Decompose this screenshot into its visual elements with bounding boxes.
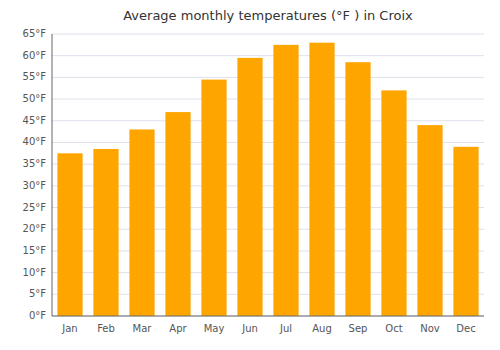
grid <box>52 34 484 316</box>
bar <box>417 125 442 316</box>
bar <box>201 80 226 316</box>
bar <box>129 129 154 316</box>
x-tick-label: Sep <box>349 323 368 334</box>
y-tick-label: 20°F <box>23 223 47 234</box>
chart: 0°F 5°F 10°F 15°F 20°F 25°F 30°F 35°F 40°F 45°F 50… <box>0 0 500 350</box>
bars <box>57 43 478 316</box>
x-tick-label: Mar <box>133 323 153 334</box>
x-tick-label: Jan <box>61 323 77 334</box>
bar <box>345 62 370 316</box>
bar <box>453 147 478 316</box>
grid-line <box>52 55 484 56</box>
x-tick-label: Apr <box>169 323 187 334</box>
grid-line <box>52 99 484 100</box>
y-tick-label: 35°F <box>23 158 47 169</box>
grid-line <box>52 316 484 317</box>
y-tick-label: 15°F <box>23 245 47 256</box>
bar <box>273 45 298 316</box>
y-tick-label: 45°F <box>23 115 47 126</box>
bar <box>165 112 190 316</box>
x-tick-label: May <box>204 323 225 334</box>
x-tick-label: Jul <box>279 323 292 334</box>
y-tick-label: 10°F <box>23 267 47 278</box>
x-tick-label: Oct <box>385 323 402 334</box>
grid-line <box>52 120 484 121</box>
y-axis-line <box>52 34 53 316</box>
y-tick-label: 5°F <box>29 288 46 299</box>
y-tick-label: 40°F <box>23 136 47 147</box>
chart-container: 0°F 5°F 10°F 15°F 20°F 25°F 30°F 35°F 40°F 45°F 50… <box>0 0 500 350</box>
x-tick-label: Aug <box>312 323 332 334</box>
y-tick-label: 55°F <box>23 71 47 82</box>
title: Average monthly temperatures (°F ) in Cr… <box>123 8 413 23</box>
bar <box>93 149 118 316</box>
bar <box>57 153 82 316</box>
grid-line <box>52 34 484 35</box>
y-tick-label: 25°F <box>23 202 47 213</box>
y-tick-label: 50°F <box>23 93 47 104</box>
bar <box>309 43 334 316</box>
y-tick-label: 0°F <box>29 310 46 321</box>
x-axis: Jan Feb Mar Apr May Jun Jul Aug Sep Oct Nov Dec <box>61 323 475 334</box>
x-tick-label: Dec <box>456 323 475 334</box>
y-tick-label: 65°F <box>23 28 47 39</box>
y-axis: 0°F 5°F 10°F 15°F 20°F 25°F 30°F 35°F 40°F 45°F 50… <box>23 28 47 321</box>
x-tick-label: Jun <box>241 323 258 334</box>
y-tick-label: 60°F <box>23 50 47 61</box>
bar <box>237 58 262 316</box>
x-axis-line <box>52 316 484 317</box>
y-tick-label: 30°F <box>23 180 47 191</box>
x-tick-label: Feb <box>97 323 115 334</box>
x-tick-label: Nov <box>420 323 440 334</box>
grid-line <box>52 77 484 78</box>
bar <box>381 90 406 316</box>
